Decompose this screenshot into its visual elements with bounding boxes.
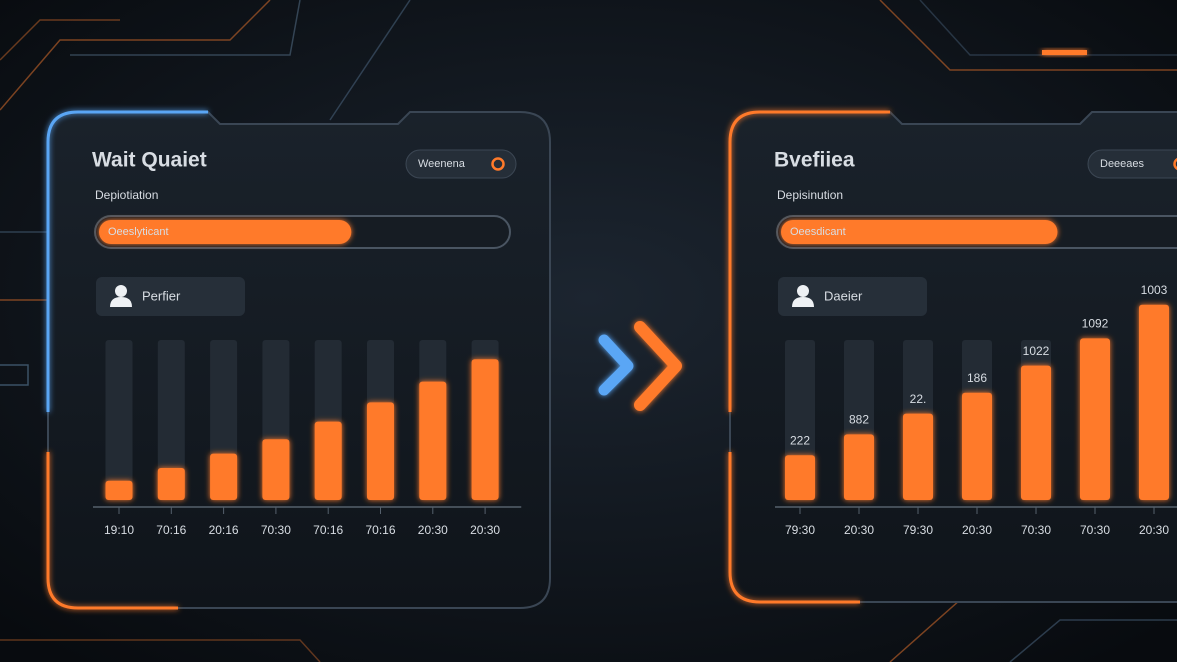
user-card: [778, 277, 927, 316]
x-tick-label: 79:30: [785, 523, 815, 537]
bar-label: 22.: [910, 392, 927, 406]
bar-track: [105, 340, 133, 500]
user-label: Daeier: [824, 288, 863, 303]
x-tick-label: 20:30: [844, 523, 874, 537]
x-tick-label: 70:30: [1021, 523, 1051, 537]
bar: [314, 421, 342, 500]
panel: Bvefiiea Deeeaes Depisinution Oeesdicant Dae…: [728, 110, 1177, 604]
user-icon-head: [797, 285, 809, 297]
panel-glow-edge: [728, 110, 890, 412]
user-card: [96, 277, 245, 316]
bar: [471, 359, 499, 500]
bar: [105, 480, 133, 500]
subtitle: Depiotiation: [95, 188, 158, 202]
bar: [367, 402, 394, 500]
x-tick-label: 70:16: [156, 523, 186, 537]
x-tick-label: 20:30: [962, 523, 992, 537]
bar-label: 186: [967, 371, 987, 385]
user-icon-body: [110, 297, 132, 307]
bar: [210, 453, 238, 500]
bar: [1021, 365, 1051, 500]
bar-track: [157, 340, 185, 500]
bar: [844, 434, 874, 500]
x-tick-label: 20:30: [1139, 523, 1169, 537]
chevron-blue: [598, 334, 634, 396]
subtitle: Depisinution: [777, 188, 843, 202]
progress-label: Oeeslyticant: [108, 226, 169, 238]
bar: [157, 468, 185, 500]
toggle: [405, 149, 517, 179]
panel-title: Bvefiiea: [774, 149, 855, 172]
x-tick-label: 19:10: [104, 523, 134, 537]
x-tick-label: 70:16: [313, 523, 343, 537]
x-tick-label: 70:16: [365, 523, 395, 537]
bar: [1080, 338, 1110, 500]
toggle: [1087, 149, 1177, 179]
bar: [962, 392, 992, 500]
user-icon-head: [115, 285, 127, 297]
user-label: Perfier: [142, 288, 181, 303]
x-tick-label: 79:30: [903, 523, 933, 537]
bar: [419, 381, 447, 500]
progress-fill: [99, 220, 352, 244]
user-icon-body: [792, 297, 814, 307]
x-tick-label: 20:30: [418, 523, 448, 537]
bar-label: 1092: [1082, 317, 1109, 331]
progress-label: Oeesdicant: [790, 226, 846, 238]
panel-glow-edge: [46, 452, 178, 610]
toggle-knob: [491, 157, 505, 171]
x-tick-label: 70:30: [1080, 523, 1110, 537]
panel-glow-edge: [46, 110, 208, 412]
bar: [1139, 304, 1169, 500]
x-tick-label: 20:16: [209, 523, 239, 537]
toggle-label: Weenena: [418, 158, 466, 170]
bar: [262, 439, 290, 500]
bar-label: 1003: [1141, 283, 1168, 297]
toggle-label: Deeeaes: [1100, 158, 1145, 170]
accent: [1042, 50, 1087, 55]
toggle-knob: [1173, 157, 1177, 171]
bar: [785, 455, 815, 500]
panel: Wait Quaiet Weenena Depiotiation Oeeslytica…: [46, 110, 551, 610]
bar-label: 882: [849, 413, 869, 427]
x-tick-label: 20:30: [470, 523, 500, 537]
bar-label: 1022: [1023, 344, 1050, 358]
x-tick-label: 70:30: [261, 523, 291, 537]
panel-glow-edge: [728, 452, 860, 604]
bar-label: 222: [790, 433, 810, 447]
chevron-orange: [634, 321, 682, 411]
panel-title: Wait Quaiet: [92, 149, 207, 172]
bar: [903, 413, 933, 500]
progress-fill: [781, 220, 1058, 244]
